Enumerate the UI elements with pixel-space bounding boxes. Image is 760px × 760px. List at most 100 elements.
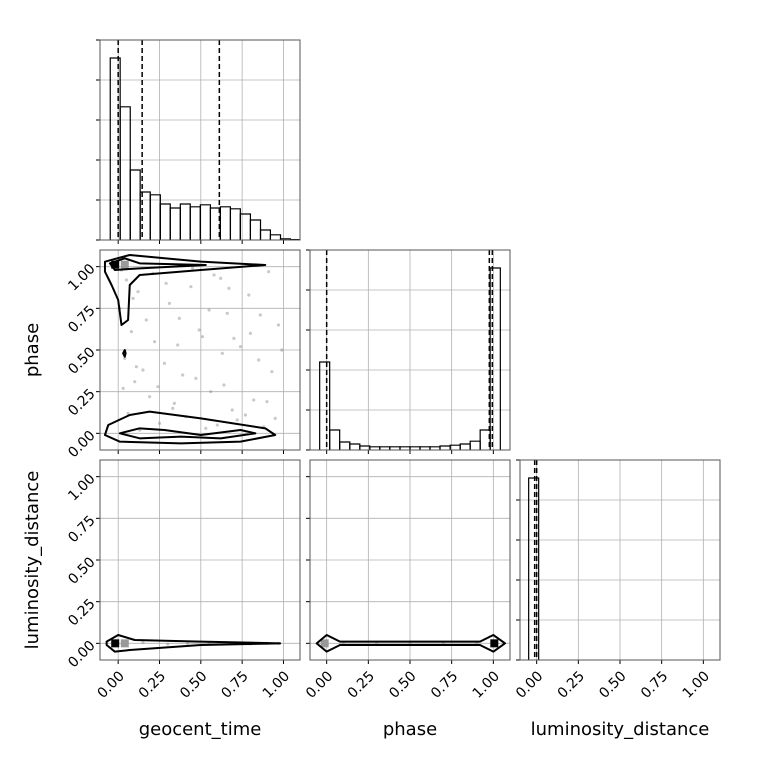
plot-area xyxy=(109,40,300,240)
histogram-bar xyxy=(349,443,361,450)
histogram-bar xyxy=(159,203,171,240)
scatter-point xyxy=(141,640,145,645)
density-cell xyxy=(120,260,129,269)
scatter-point xyxy=(172,401,176,405)
histogram-bar xyxy=(169,207,181,240)
y-tick-label: 0.50 xyxy=(65,554,98,587)
y-tick-label: 1.00 xyxy=(65,471,98,504)
scatter-point xyxy=(227,286,231,290)
x-tick-label: 0.75 xyxy=(218,668,251,701)
contour xyxy=(103,254,267,326)
panel xyxy=(96,39,301,244)
y-tick-label: 1.00 xyxy=(65,261,98,294)
scatter-point xyxy=(230,408,234,412)
scatter-point xyxy=(141,368,145,372)
scatter-point xyxy=(171,406,175,410)
scatter-point xyxy=(152,340,157,344)
scatter-point xyxy=(215,423,219,427)
plot-area xyxy=(315,634,506,653)
panel-frame xyxy=(99,39,301,241)
plot-area xyxy=(103,254,284,445)
scatter-point xyxy=(280,348,284,352)
scatter-point xyxy=(124,278,129,282)
scatter-point xyxy=(164,281,168,285)
panel: 0.00 0.25 0.50 0.75 1.00 luminosity_distance xyxy=(513,459,721,740)
y-tick-label: 0.25 xyxy=(65,596,98,629)
density-cell xyxy=(490,639,499,648)
density-cell xyxy=(320,639,329,648)
histogram-bar xyxy=(249,219,262,240)
x-tick-label: 1.00 xyxy=(470,668,503,701)
contour xyxy=(103,410,277,445)
x-tick-label: 0.75 xyxy=(638,668,671,701)
histogram-bar xyxy=(469,440,481,450)
density-cell xyxy=(111,260,120,269)
scatter-point xyxy=(204,426,208,430)
scatter-point xyxy=(247,293,251,297)
x-tick-label: 1.00 xyxy=(680,668,713,701)
contour xyxy=(122,349,127,358)
histogram-bar xyxy=(259,229,272,240)
y-tick-label: 0.75 xyxy=(65,513,98,546)
histogram-bar xyxy=(459,443,471,450)
y-tick-label: 0.00 xyxy=(65,428,98,461)
scatter-point xyxy=(257,358,261,362)
panel-frame xyxy=(309,249,511,451)
histogram-bar xyxy=(199,204,212,240)
density-cell xyxy=(120,639,129,648)
scatter-point xyxy=(167,301,172,305)
scatter-point xyxy=(207,308,211,312)
histogram-bar xyxy=(179,203,191,240)
scatter-point xyxy=(176,343,180,347)
histogram-bar xyxy=(269,234,282,240)
scatter-point xyxy=(273,416,277,420)
scatter-point xyxy=(276,323,281,327)
contour xyxy=(105,634,282,653)
histogram-bar xyxy=(189,206,201,240)
scatter-point xyxy=(197,328,201,332)
scatter-point xyxy=(121,386,125,390)
density-cell xyxy=(111,639,120,648)
scatter-point xyxy=(200,335,205,339)
scatter-point xyxy=(238,345,243,349)
y-tick-label: 0.50 xyxy=(65,344,98,377)
scatter-point xyxy=(232,336,236,340)
scatter-point xyxy=(212,273,216,277)
x-axis-label: geocent_time xyxy=(139,719,262,740)
histogram-bar xyxy=(339,441,351,450)
scatter-point xyxy=(266,270,271,274)
histogram-bar xyxy=(119,106,131,240)
histogram-bar xyxy=(129,169,141,240)
y-axis-label: luminosity_distance xyxy=(22,471,43,650)
x-tick-label: 1.00 xyxy=(260,668,293,701)
scatter-point xyxy=(220,351,224,355)
scatter-point xyxy=(225,311,229,315)
scatter-point xyxy=(248,331,253,335)
scatter-point xyxy=(129,330,134,334)
x-axis-label: phase xyxy=(383,719,437,740)
scatter-point xyxy=(181,373,185,377)
histogram-bar xyxy=(489,267,501,450)
scatter-point xyxy=(189,285,193,289)
y-tick-label: 0.75 xyxy=(65,303,98,336)
contour xyxy=(108,257,207,271)
panel-frame xyxy=(519,459,721,661)
panel xyxy=(306,249,511,454)
scatter-point xyxy=(134,365,138,369)
scatter-point xyxy=(144,318,148,322)
scatter-point xyxy=(133,380,137,384)
scatter-point xyxy=(131,296,135,300)
scatter-point xyxy=(265,400,269,404)
scatter-point xyxy=(156,385,160,389)
x-tick-label: 0.25 xyxy=(345,668,378,701)
scatter-point xyxy=(186,641,190,645)
scatter-point xyxy=(194,376,198,380)
x-axis-label: luminosity_distance xyxy=(531,719,710,740)
plot-area xyxy=(105,634,282,653)
scatter-point xyxy=(126,411,130,415)
scatter-point xyxy=(162,361,167,365)
panel-frame xyxy=(309,459,511,661)
